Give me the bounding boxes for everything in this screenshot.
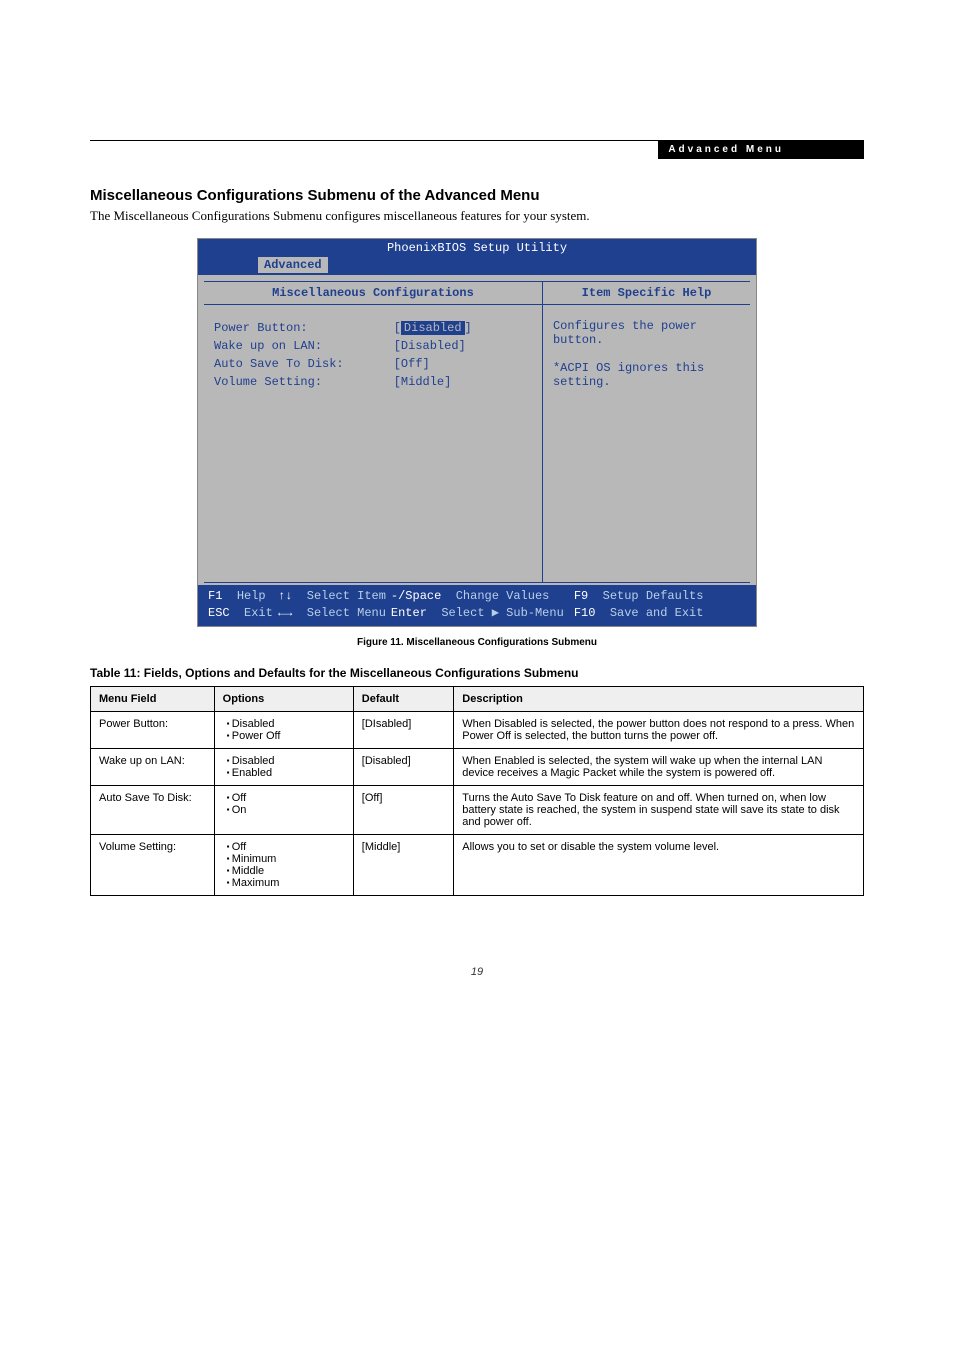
bios-setting-label: Wake up on LAN: [214, 337, 394, 355]
bios-footer: F1 Help↑↓ Select Item-/Space Change Valu… [197, 585, 757, 627]
bios-footer-cell: F1 Help [208, 588, 278, 605]
bios-setting-value: [Disabled] [394, 319, 532, 337]
option-item: Off [227, 792, 345, 804]
section-title: Miscellaneous Configurations Submenu of … [90, 187, 864, 204]
bios-setting-row: Wake up on LAN:[Disabled] [214, 337, 532, 355]
option-item: Enabled [227, 767, 345, 779]
figure-caption: Figure 11. Miscellaneous Configurations … [90, 637, 864, 648]
bios-title-bar: PhoenixBIOS Setup Utility [197, 238, 757, 257]
cell-options: OffMinimumMiddleMaximum [214, 834, 353, 895]
bios-setting-value: [Disabled] [394, 337, 532, 355]
bios-setting-label: Auto Save To Disk: [214, 355, 394, 373]
bios-setting-row: Volume Setting:[Middle] [214, 373, 532, 391]
bios-help-title: Item Specific Help [553, 286, 740, 304]
table-row: Auto Save To Disk:OffOn[Off]Turns the Au… [91, 785, 864, 834]
table-header: Options [214, 686, 353, 711]
bios-footer-cell: ←→ Select Menu [278, 605, 391, 622]
cell-default: [Off] [353, 785, 453, 834]
option-item: Minimum [227, 853, 345, 865]
cell-field: Power Button: [91, 711, 215, 748]
bios-left-panel: Miscellaneous Configurations Power Butto… [204, 281, 543, 583]
bios-footer-cell: F9 Setup Defaults [574, 588, 746, 605]
cell-field: Auto Save To Disk: [91, 785, 215, 834]
cell-default: [Disabled] [353, 748, 453, 785]
cell-field: Wake up on LAN: [91, 748, 215, 785]
bios-setting-value: [Off] [394, 355, 532, 373]
bios-help-line: *ACPI OS ignores this [553, 361, 740, 375]
page-number: 19 [90, 966, 864, 978]
bios-help-line [553, 347, 740, 361]
table-header: Description [454, 686, 864, 711]
cell-field: Volume Setting: [91, 834, 215, 895]
option-item: Power Off [227, 730, 345, 742]
options-table: Menu FieldOptionsDefaultDescription Powe… [90, 686, 864, 896]
bios-footer-cell: ESC Exit [208, 605, 278, 622]
table-title: Table 11: Fields, Options and Defaults f… [90, 666, 864, 680]
option-item: Disabled [227, 755, 345, 767]
bios-setting-row: Power Button:[Disabled] [214, 319, 532, 337]
cell-default: [Middle] [353, 834, 453, 895]
bios-setting-label: Volume Setting: [214, 373, 394, 391]
cell-description: Allows you to set or disable the system … [454, 834, 864, 895]
bios-screenshot: PhoenixBIOS Setup Utility Advanced Misce… [197, 238, 757, 627]
cell-description: When Disabled is selected, the power but… [454, 711, 864, 748]
bios-footer-cell: ↑↓ Select Item [278, 588, 391, 605]
option-item: Middle [227, 865, 345, 877]
option-item: Maximum [227, 877, 345, 889]
intro-text: The Miscellaneous Configurations Submenu… [90, 208, 864, 224]
option-item: Off [227, 841, 345, 853]
bios-setting-label: Power Button: [214, 319, 394, 337]
option-item: On [227, 804, 345, 816]
table-header: Default [353, 686, 453, 711]
cell-description: Turns the Auto Save To Disk feature on a… [454, 785, 864, 834]
cell-options: OffOn [214, 785, 353, 834]
cell-options: DisabledPower Off [214, 711, 353, 748]
bios-help-line: setting. [553, 375, 740, 389]
cell-options: DisabledEnabled [214, 748, 353, 785]
table-row: Volume Setting:OffMinimumMiddleMaximum[M… [91, 834, 864, 895]
option-item: Disabled [227, 718, 345, 730]
bios-help-line: button. [553, 333, 740, 347]
bios-tab-advanced: Advanced [258, 257, 328, 273]
bios-help-line: Configures the power [553, 319, 740, 333]
bios-footer-cell: Enter Select ▶ Sub-Menu [391, 605, 574, 622]
bios-tab-row: Advanced [197, 257, 757, 275]
bios-left-panel-title: Miscellaneous Configurations [214, 286, 532, 304]
bios-help-panel: Item Specific Help Configures the powerb… [543, 281, 750, 583]
header-strip: Advanced Menu [658, 140, 864, 159]
table-row: Power Button:DisabledPower Off[DIsabled]… [91, 711, 864, 748]
table-row: Wake up on LAN:DisabledEnabled[Disabled]… [91, 748, 864, 785]
bios-footer-cell: F10 Save and Exit [574, 605, 746, 622]
cell-description: When Enabled is selected, the system wil… [454, 748, 864, 785]
cell-default: [DIsabled] [353, 711, 453, 748]
bios-setting-row: Auto Save To Disk:[Off] [214, 355, 532, 373]
bios-setting-value: [Middle] [394, 373, 532, 391]
bios-footer-cell: -/Space Change Values [391, 588, 574, 605]
table-header: Menu Field [91, 686, 215, 711]
